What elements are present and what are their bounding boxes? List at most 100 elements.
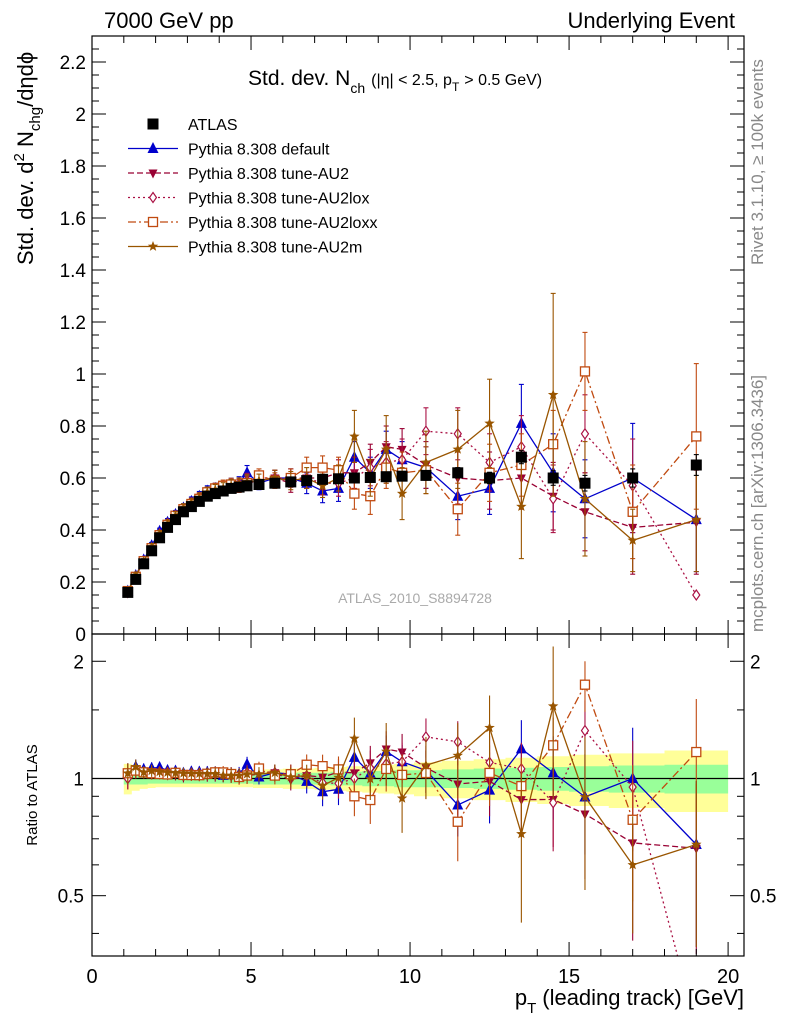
legend-label: Pythia 8.308 tune-AU2loxx: [188, 215, 377, 232]
data-point-AU2loxx: [579, 366, 591, 377]
data-point-AU2loxx: [317, 462, 328, 473]
ratio-xlabel: pT (leading track) [GeV]: [515, 985, 744, 1017]
legend-entry-AU2loxx: Pythia 8.308 tune-AU2loxx: [128, 215, 377, 232]
data-point-ATLAS: [225, 482, 237, 494]
legend-label: Pythia 8.308 tune-AU2m: [188, 240, 362, 257]
ratio-point-AU2m: [253, 768, 265, 779]
data-point-ATLAS: [332, 473, 344, 485]
ratio-point-AU2m: [627, 859, 638, 870]
data-point-ATLAS: [690, 459, 702, 471]
data-point-ATLAS: [185, 501, 197, 513]
ratio-point-AU2m: [122, 767, 133, 778]
y-tick-label: 0.2: [60, 573, 86, 594]
data-point-ATLAS: [130, 573, 142, 585]
mcplots-label: mcplots.cern.ch [arXiv:1306.3436]: [748, 375, 767, 632]
data-point-ATLAS: [209, 488, 221, 500]
data-point-ATLAS: [233, 481, 245, 493]
data-point-default: [241, 466, 253, 478]
ratio-point-AU2loxx: [349, 791, 360, 802]
ratio-point-AU2m: [210, 768, 221, 779]
data-point-AU2m: [381, 443, 392, 454]
y-tick-label: 1.2: [60, 313, 86, 334]
ratio-point-AU2m: [420, 759, 432, 770]
data-point-ATLAS: [241, 480, 253, 492]
ratio-point-AU2m: [285, 771, 296, 782]
ratio-point-AU2m: [154, 766, 165, 777]
x-tick-label: 15: [558, 966, 580, 988]
y-tick-label: 0.6: [60, 469, 86, 490]
main-panel: 0 0.2 0.4 0.6 0.8 1 1.2 1.4 1.6 1.8 2 2.2 Std. dev.…: [11, 35, 745, 646]
x-tick-label: 20: [717, 966, 739, 988]
ratio-point-AU2loxx: [691, 746, 702, 758]
ratio-point-AU2m: [396, 792, 408, 803]
y-tick-label: 0: [75, 625, 86, 646]
legend-entry-AU2: Pythia 8.308 tune-AU2: [128, 166, 349, 183]
legend-label: Pythia 8.308 tune-AU2lox: [188, 191, 369, 208]
ratio-point-AU2m: [365, 773, 376, 784]
legend: ATLAS Pythia 8.308 default Pythia 8.308 tu…: [128, 117, 377, 257]
ratio-point-AU2m: [241, 768, 253, 779]
data-point-ATLAS: [169, 514, 181, 526]
series-AU2: [123, 425, 701, 598]
data-point-ATLAS: [452, 467, 464, 479]
ratio-y-tick-label: 0.5: [58, 887, 84, 908]
ratio-point-AU2lox: [580, 724, 590, 737]
data-point-ATLAS: [380, 471, 392, 483]
series-line-default: [127, 422, 697, 592]
ratio-y-tick-label-right: 1: [750, 769, 761, 790]
legend-entry-ATLAS: ATLAS: [147, 117, 238, 134]
legend-label: Pythia 8.308 default: [188, 142, 330, 159]
data-point-ATLAS: [154, 532, 166, 544]
y-tick-label: 0.4: [60, 521, 87, 542]
legend-entry-AU2lox: Pythia 8.308 tune-AU2lox: [128, 191, 369, 208]
ratio-y-tick-label-right: 0.5: [750, 887, 776, 908]
rivet-label: Rivet 3.1.10, ≥ 100k events: [748, 59, 767, 265]
legend-entry-default: Pythia 8.308 default: [128, 142, 330, 159]
watermark: ATLAS_2010_S8894728: [338, 590, 492, 606]
data-point-AU2m: [547, 389, 559, 400]
legend-label: Pythia 8.308 tune-AU2: [188, 166, 349, 183]
data-point-ATLAS: [317, 473, 329, 485]
ratio-point-AU2m: [178, 767, 189, 778]
data-point-ATLAS: [253, 479, 265, 490]
data-point-ATLAS: [193, 495, 205, 507]
data-point-ATLAS: [348, 472, 360, 484]
ratio-point-AU2m: [484, 722, 495, 733]
y-tick-label: 1.4: [60, 261, 87, 282]
ratio-line-AU2lox: [127, 729, 679, 956]
y-tick-label: 0.8: [60, 417, 86, 438]
data-point-AU2loxx: [349, 488, 360, 499]
data-point-AU2m: [420, 456, 432, 467]
data-point-AU2m: [579, 493, 591, 504]
header-left: 7000 GeV pp: [104, 8, 234, 33]
legend-marker: [148, 169, 158, 179]
data-point-AU2m: [691, 514, 702, 524]
ratio-point-AU2m: [381, 745, 392, 756]
data-point-AU2m: [269, 472, 281, 483]
ratio-point-AU2lox: [548, 796, 558, 809]
data-point-AU2m: [484, 417, 495, 428]
ratio-point-AU2m: [452, 750, 463, 760]
data-point-AU2loxx: [691, 431, 702, 442]
ratio-point-AU2m: [547, 700, 559, 711]
series-AU2loxx: [122, 331, 702, 597]
data-point-ATLAS: [162, 521, 174, 533]
data-point-ATLAS: [285, 476, 297, 488]
data-point-ATLAS: [301, 475, 313, 487]
y-tick-label: 1.6: [60, 209, 86, 230]
y-tick-label: 2: [75, 105, 86, 126]
ratio-point-AU2m: [194, 768, 205, 778]
data-point-ATLAS: [420, 469, 432, 481]
ratio-point-AU2loxx: [579, 679, 591, 690]
ratio-point-AU2m: [186, 767, 197, 778]
ratio-axes: 0.5 0.51 12 20 5 10 15 20: [58, 634, 776, 988]
data-point-ATLAS: [138, 558, 150, 570]
data-point-ATLAS: [146, 545, 158, 557]
legend-marker: [148, 191, 158, 204]
ratio-point-AU2m: [233, 770, 245, 780]
ratio-point-AU2m: [225, 770, 237, 780]
ratio-point-AU2m: [146, 765, 157, 776]
x-tick-label: 5: [245, 966, 256, 988]
data-point-AU2m: [452, 443, 463, 454]
